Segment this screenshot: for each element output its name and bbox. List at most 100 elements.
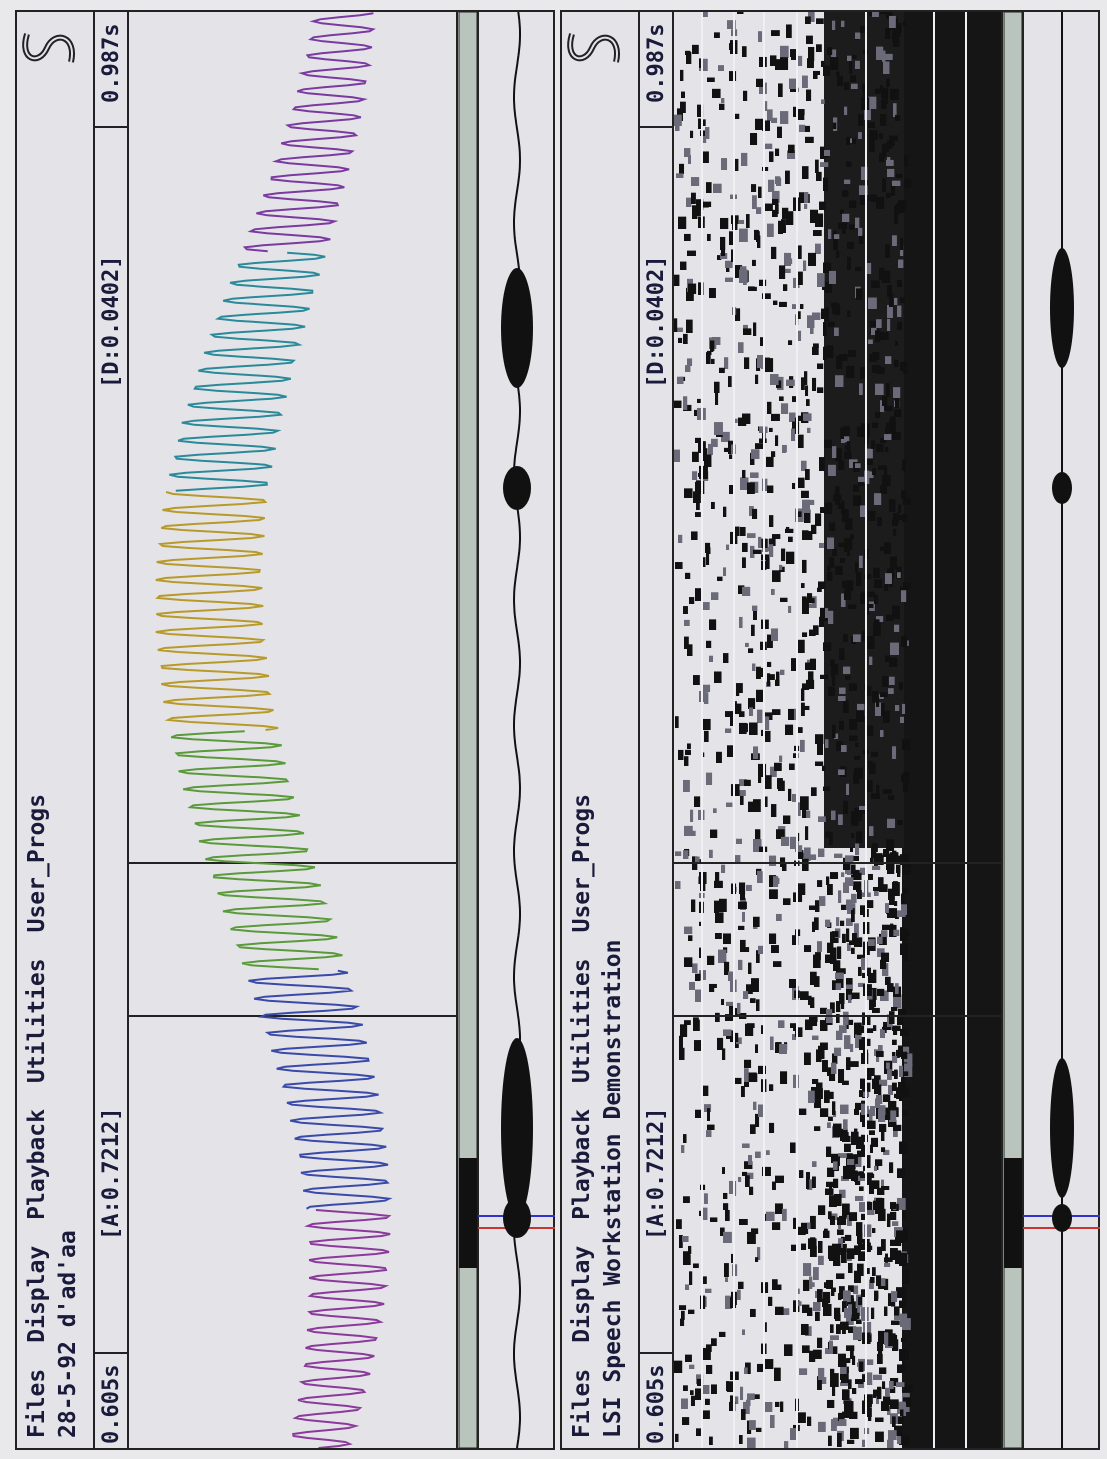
spectrogram-cell xyxy=(827,943,833,953)
spectrogram-cell xyxy=(859,1362,863,1372)
spectrogram-cell xyxy=(892,746,896,759)
spectrogram-cell xyxy=(802,1305,809,1313)
spectrogram-cell xyxy=(841,745,847,752)
spectrogram-cell xyxy=(712,89,721,98)
spectrogram-cell xyxy=(685,51,690,55)
spectrogram-cell xyxy=(874,890,879,896)
spectrogram-cell xyxy=(834,1194,842,1206)
spectrogram-cell xyxy=(725,278,733,282)
spectrogram-cell xyxy=(807,428,810,433)
spectrogram-cell xyxy=(742,912,745,922)
menu-item[interactable]: Files xyxy=(569,1369,595,1438)
spectrogram-cell xyxy=(870,1106,875,1116)
spectrogram-cell xyxy=(694,1040,701,1051)
spectrogram-cell xyxy=(737,12,743,14)
spectrogram-cell xyxy=(809,854,816,860)
spectrogram-band xyxy=(902,12,1002,1448)
spectrogram-cell xyxy=(743,991,748,999)
spectrogram-cell xyxy=(820,1108,828,1117)
spectrogram-cell xyxy=(815,762,823,766)
spectrogram-cell xyxy=(711,359,715,364)
spectrogram-cell xyxy=(738,926,744,930)
spectrogram-cell xyxy=(807,593,812,599)
spectrogram-cell xyxy=(678,750,683,760)
spectrogram-cell xyxy=(750,1309,756,1317)
spectrogram-cell xyxy=(721,865,725,873)
spectrogram-cell xyxy=(836,251,839,258)
spectrogram-cell xyxy=(873,1201,879,1210)
spectrogram-cell xyxy=(684,620,690,626)
spectrogram-cell xyxy=(871,752,878,757)
spectrogram-cell xyxy=(804,192,808,203)
spectrogram-cell xyxy=(855,742,859,747)
spectrogram-cell xyxy=(877,517,882,526)
spectrogram-cell xyxy=(772,1182,776,1190)
menu-item[interactable]: Display xyxy=(569,1246,595,1343)
spectrogram-cell xyxy=(828,1436,832,1446)
spectrogram-cell xyxy=(682,1236,689,1242)
menu-item[interactable]: Playback xyxy=(24,1109,50,1220)
spectrogram-cell xyxy=(828,1117,833,1121)
spectrogram-cell xyxy=(890,924,893,936)
spectrogram-cell xyxy=(786,24,792,38)
spectrogram-cell xyxy=(742,414,750,424)
menu-item[interactable]: Files xyxy=(24,1369,50,1438)
spectrogram-cell xyxy=(710,1217,717,1222)
menu-item[interactable]: Utilities xyxy=(569,958,595,1083)
spectrogram-cell xyxy=(723,567,726,576)
spectrogram-cell xyxy=(734,1078,741,1084)
spectrogram-cell xyxy=(686,320,693,333)
spectrogram-cell xyxy=(809,1276,812,1289)
spectrogram-cell xyxy=(839,1025,847,1033)
spectrogram-cell xyxy=(899,1301,906,1308)
start-time: 0.605s xyxy=(644,1365,669,1444)
spectrogram-cell xyxy=(825,739,828,748)
menu-item[interactable]: Display xyxy=(24,1246,50,1343)
spectrogram-cell xyxy=(750,472,759,478)
spectrogram-cell xyxy=(752,260,756,266)
spectrogram-cell xyxy=(843,1119,848,1130)
spectrogram-cell xyxy=(830,659,835,666)
menu-item[interactable]: User_Progs xyxy=(569,794,595,932)
spectrogram-cell xyxy=(680,1319,684,1326)
menu-item[interactable]: Playback xyxy=(569,1109,595,1220)
spectrogram-cell xyxy=(812,1176,816,1188)
logo xyxy=(564,26,624,70)
spectrogram-cell xyxy=(751,978,759,992)
spectrogram-cell xyxy=(886,1063,890,1069)
spectrogram-cell xyxy=(775,1042,779,1053)
spectrogram-cell xyxy=(894,206,900,214)
spectrogram-cell xyxy=(742,1143,750,1148)
spectrogram-cell xyxy=(848,1304,852,1315)
spectrogram-cell xyxy=(886,615,893,621)
spectrogram-cell xyxy=(719,104,724,110)
spectrogram-cell xyxy=(750,1124,756,1134)
end-time: 0.987s xyxy=(644,24,669,103)
spectrogram-cell xyxy=(836,1324,841,1334)
spectrogram-cell xyxy=(765,731,771,742)
menu-item[interactable]: Utilities xyxy=(24,958,50,1083)
spectrogram-cell xyxy=(837,76,843,86)
spectrogram-cell xyxy=(862,1440,865,1447)
menu-item[interactable]: User_Progs xyxy=(24,794,50,932)
spectrogram-cell xyxy=(838,1069,844,1083)
spectrogram-cell xyxy=(847,257,851,270)
spectrogram-cell xyxy=(868,939,875,946)
spectrogram-cell xyxy=(768,180,774,192)
spectrogram-cell xyxy=(894,901,897,906)
spectrogram-cell xyxy=(782,445,787,452)
spectrogram-cell xyxy=(810,659,816,670)
spectrogram-cell xyxy=(858,477,865,482)
spectrogram-cell xyxy=(679,1048,685,1060)
spectrogram-cell xyxy=(678,217,686,229)
spectrogram-cell xyxy=(848,1379,852,1389)
spectrogram-cell xyxy=(802,560,807,573)
spectrogram-cell xyxy=(849,736,858,741)
spectrogram-cell xyxy=(882,271,890,283)
spectrogram-cell xyxy=(753,1073,757,1082)
spectrogram-cell xyxy=(806,680,814,689)
spectrogram-cell xyxy=(873,970,876,983)
spectrogram-cell xyxy=(823,642,831,651)
spectrogram-cell xyxy=(802,859,809,871)
spectrogram-cell xyxy=(703,719,711,730)
